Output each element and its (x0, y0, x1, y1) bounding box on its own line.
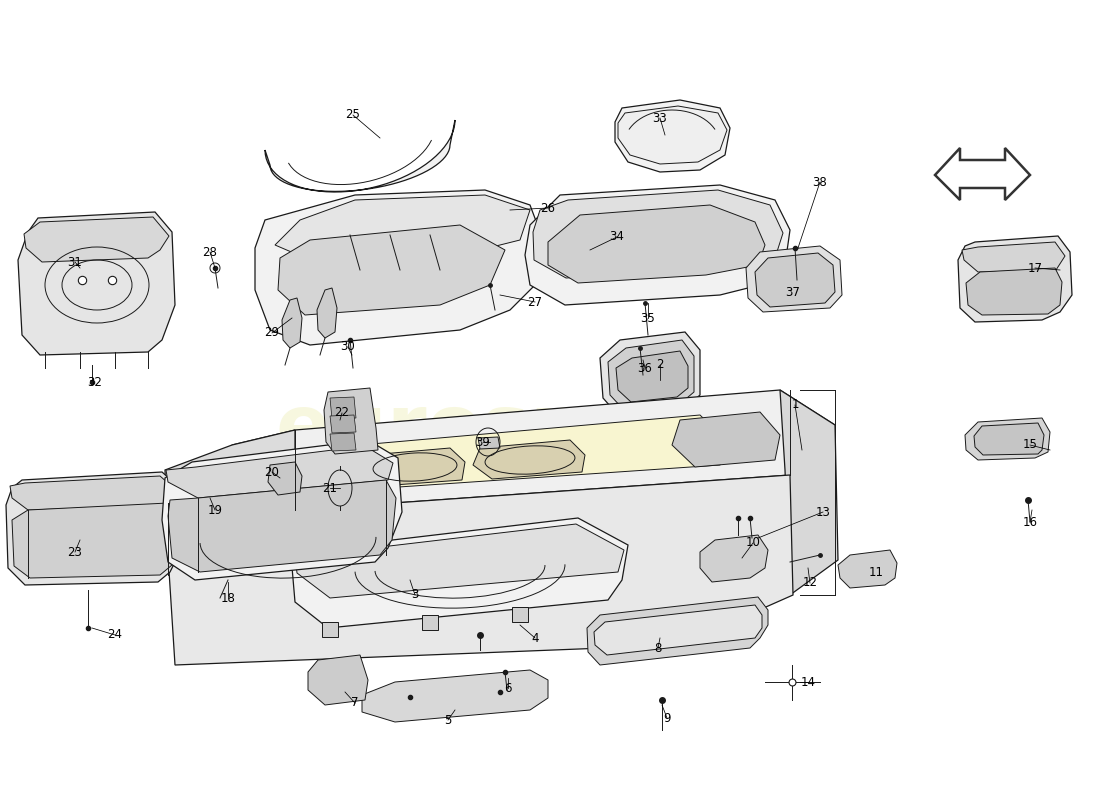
Polygon shape (534, 190, 783, 278)
Polygon shape (18, 212, 175, 355)
Text: 25: 25 (345, 109, 361, 122)
Text: 22: 22 (334, 406, 350, 419)
Text: 24: 24 (108, 629, 122, 642)
Text: 33: 33 (652, 111, 668, 125)
Text: 9: 9 (663, 711, 671, 725)
Polygon shape (322, 622, 338, 637)
Polygon shape (780, 390, 838, 595)
Polygon shape (6, 472, 182, 585)
Text: 39: 39 (475, 435, 491, 449)
Polygon shape (330, 433, 356, 451)
Text: 10: 10 (746, 537, 760, 550)
Polygon shape (308, 655, 369, 705)
Text: 34: 34 (609, 230, 625, 243)
Polygon shape (12, 503, 174, 578)
Polygon shape (324, 388, 378, 454)
Text: 12: 12 (803, 577, 817, 590)
Text: 1: 1 (791, 398, 799, 411)
Text: 8: 8 (654, 642, 662, 654)
Polygon shape (162, 440, 402, 580)
Text: 18: 18 (221, 591, 235, 605)
Polygon shape (700, 535, 768, 582)
Text: 4: 4 (531, 631, 539, 645)
Polygon shape (478, 437, 500, 449)
Polygon shape (278, 225, 505, 315)
Polygon shape (594, 605, 762, 655)
Polygon shape (330, 415, 730, 490)
Text: 36: 36 (638, 362, 652, 374)
Text: 16: 16 (1023, 515, 1037, 529)
Polygon shape (608, 340, 694, 410)
Text: 21: 21 (322, 482, 338, 494)
Polygon shape (232, 390, 835, 510)
Text: 3: 3 (411, 589, 419, 602)
Polygon shape (962, 242, 1065, 272)
Polygon shape (600, 332, 700, 415)
Text: 32: 32 (88, 377, 102, 390)
Polygon shape (672, 412, 780, 467)
Text: 5: 5 (444, 714, 452, 726)
Polygon shape (548, 205, 764, 283)
Polygon shape (330, 397, 356, 419)
Polygon shape (512, 607, 528, 622)
Polygon shape (295, 524, 624, 598)
Polygon shape (755, 253, 835, 307)
Text: 7: 7 (351, 697, 359, 710)
Text: 27: 27 (528, 295, 542, 309)
Text: a passion since 1985: a passion since 1985 (331, 502, 649, 608)
Polygon shape (168, 480, 396, 572)
Polygon shape (958, 236, 1072, 322)
Text: 31: 31 (67, 255, 82, 269)
Polygon shape (965, 418, 1050, 460)
Polygon shape (422, 615, 438, 630)
Text: 17: 17 (1027, 262, 1043, 274)
Polygon shape (935, 148, 1030, 200)
Polygon shape (587, 597, 768, 665)
Polygon shape (525, 185, 790, 305)
Text: 30: 30 (341, 341, 355, 354)
Text: 19: 19 (208, 503, 222, 517)
Polygon shape (317, 288, 337, 338)
Polygon shape (473, 440, 585, 479)
Polygon shape (282, 298, 303, 348)
Text: 2: 2 (657, 358, 663, 371)
Polygon shape (330, 415, 356, 433)
Polygon shape (24, 217, 169, 262)
Text: 23: 23 (67, 546, 82, 558)
Polygon shape (838, 550, 896, 588)
Text: 6: 6 (504, 682, 512, 694)
Text: 20: 20 (265, 466, 279, 478)
Text: 26: 26 (540, 202, 556, 214)
Text: 14: 14 (801, 675, 815, 689)
Polygon shape (168, 475, 793, 665)
Polygon shape (265, 120, 455, 192)
Polygon shape (966, 268, 1062, 315)
Polygon shape (275, 195, 530, 260)
Text: 28: 28 (202, 246, 218, 258)
Polygon shape (362, 670, 548, 722)
Text: eurospares: eurospares (275, 391, 784, 469)
Polygon shape (165, 430, 295, 555)
Polygon shape (362, 448, 465, 486)
Text: 11: 11 (869, 566, 883, 578)
Polygon shape (10, 476, 176, 510)
Polygon shape (746, 246, 842, 312)
Text: 37: 37 (785, 286, 801, 298)
Polygon shape (166, 446, 393, 498)
Polygon shape (292, 518, 628, 628)
Polygon shape (974, 423, 1044, 455)
Text: 15: 15 (1023, 438, 1037, 451)
Text: 29: 29 (264, 326, 279, 339)
Polygon shape (618, 106, 727, 164)
Polygon shape (255, 190, 544, 345)
Polygon shape (615, 100, 730, 172)
Text: 38: 38 (813, 175, 827, 189)
Text: +: + (89, 379, 96, 388)
Text: 35: 35 (640, 311, 656, 325)
Text: 13: 13 (815, 506, 830, 518)
Polygon shape (616, 351, 688, 402)
Polygon shape (268, 462, 302, 495)
